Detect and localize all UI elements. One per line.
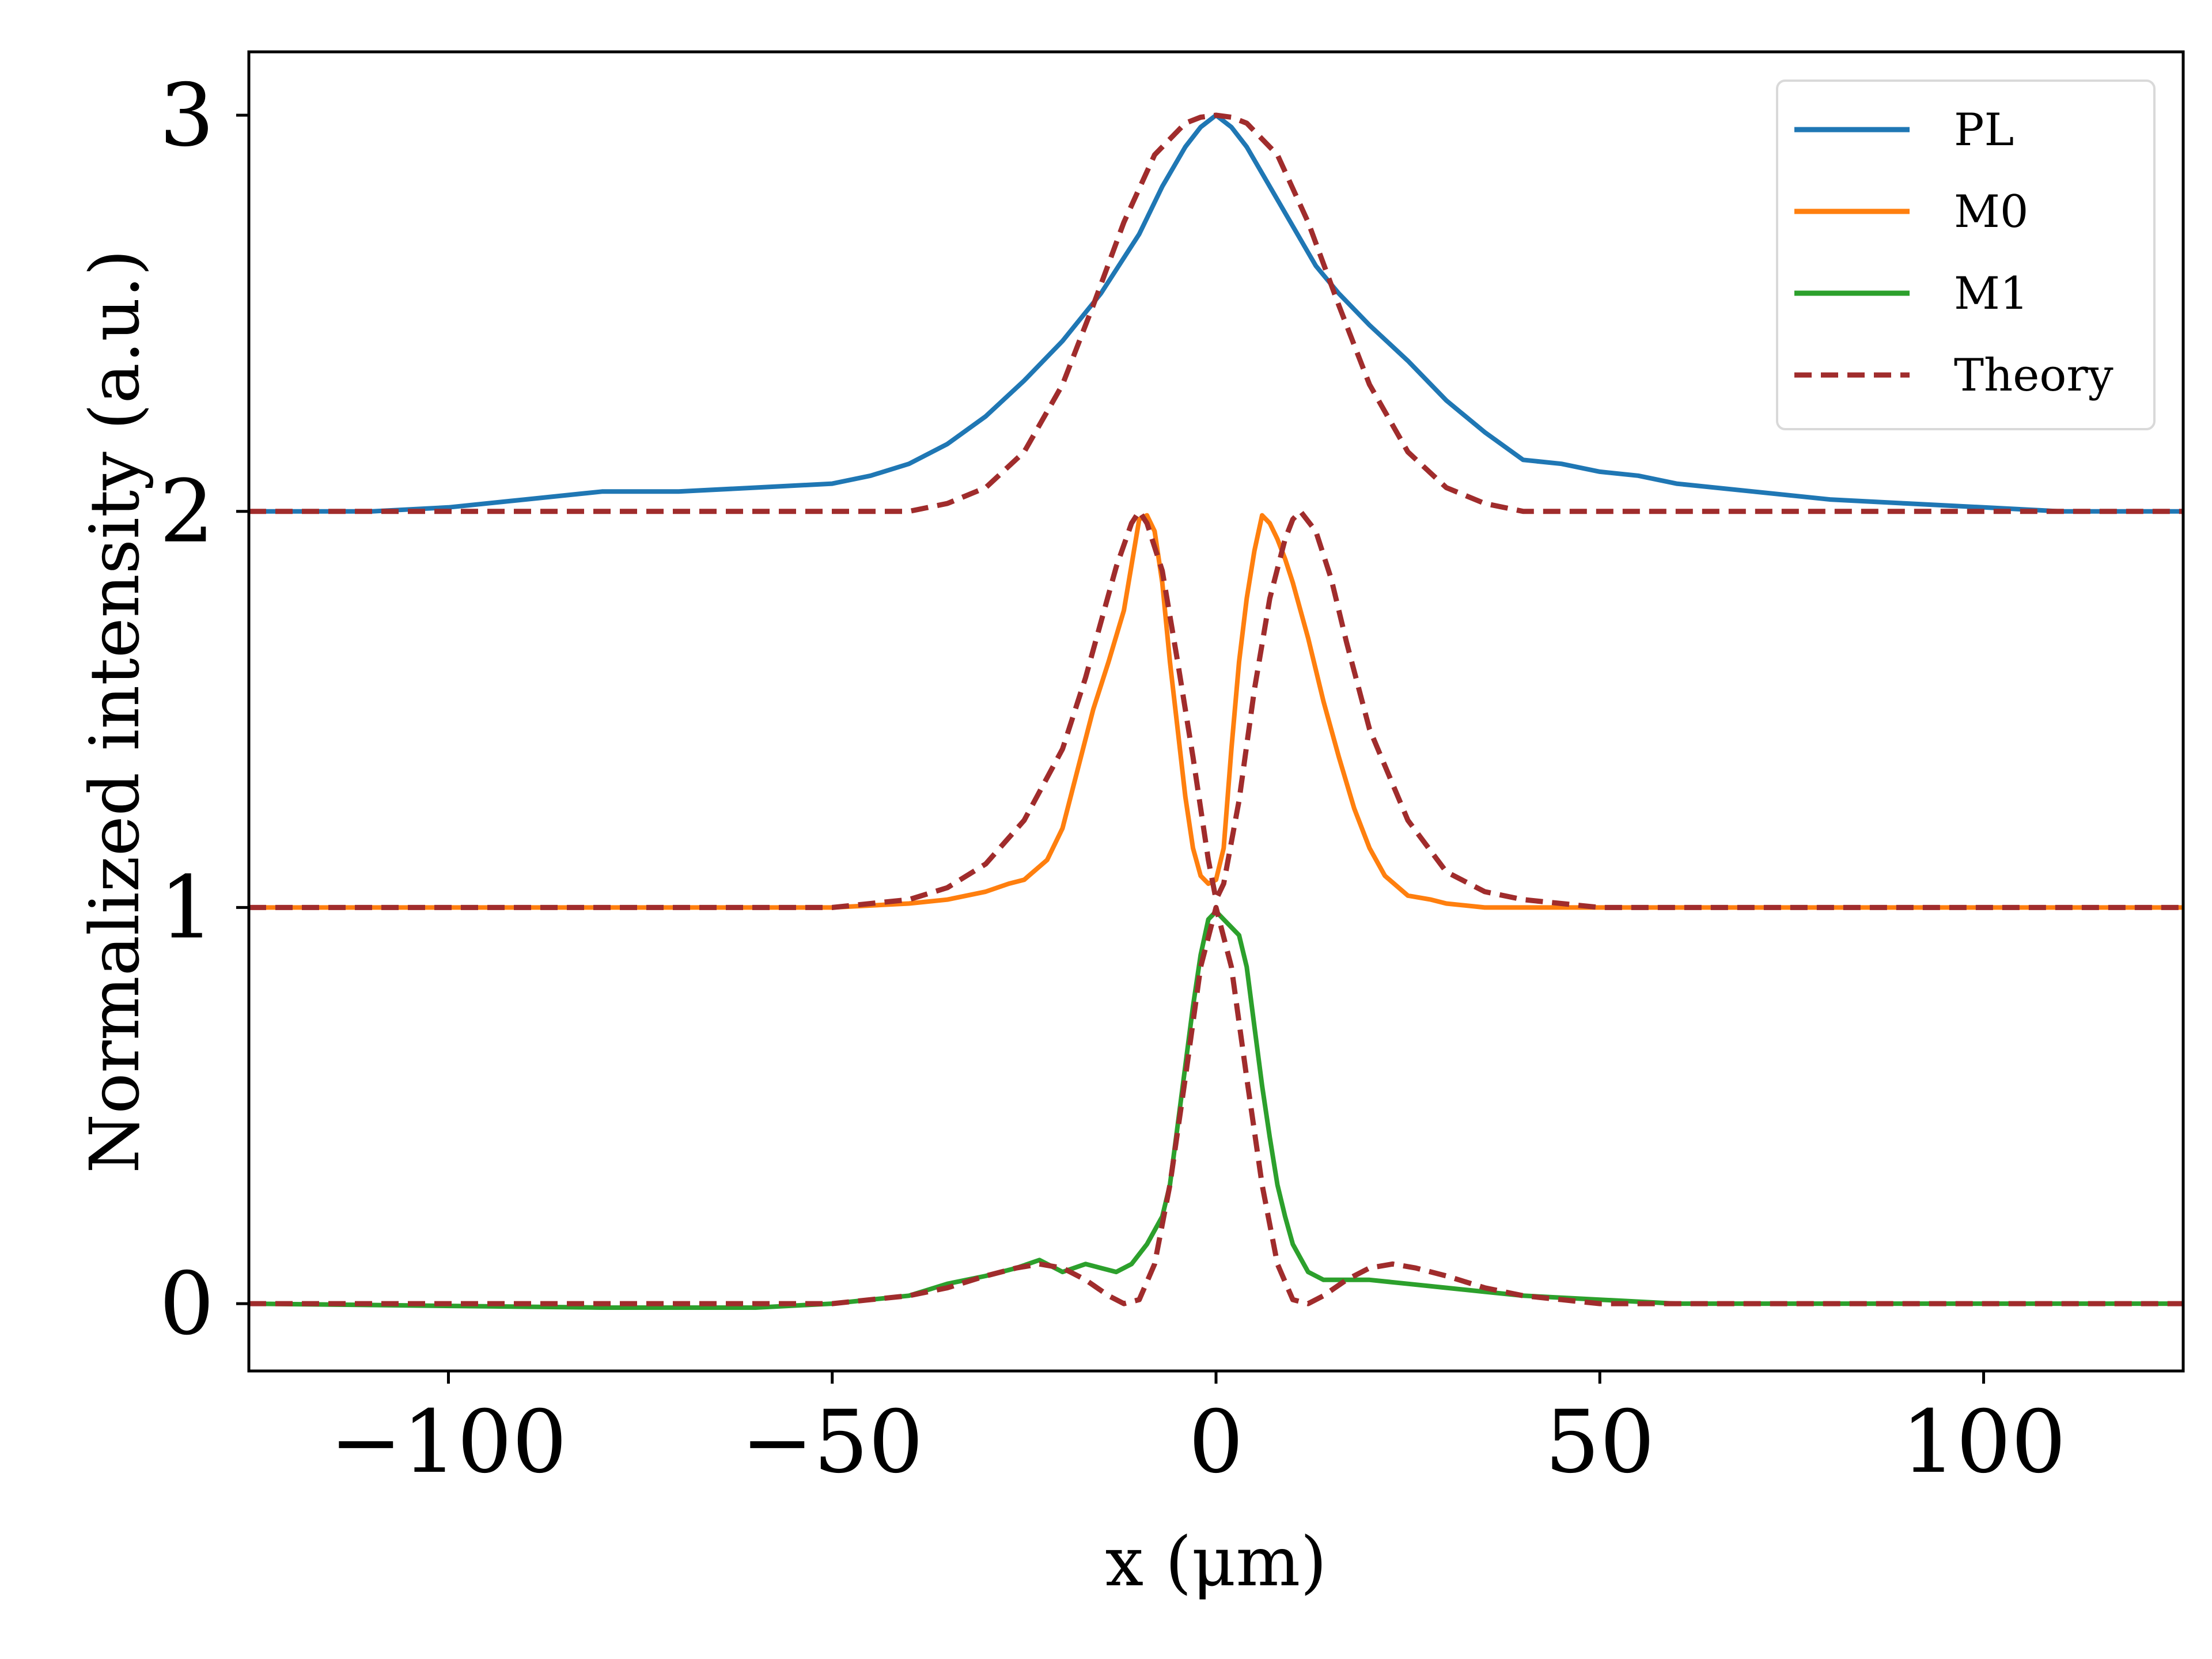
legend-label-m0: M0 [1954,186,2029,238]
y-tick-label: 2 [160,462,214,562]
x-tick-label: 100 [1901,1392,2066,1493]
legend-box [1776,79,2156,430]
y-tick-label: 0 [160,1254,214,1354]
x-axis-ticks: −100 −50 0 50 100 [329,1371,2066,1493]
series-theory-line-1 [249,112,2183,514]
x-tick-label: 50 [1545,1392,1655,1493]
y-axis-title: Normalized intensity (a.u.) [75,249,154,1173]
legend-label-m1: M1 [1954,268,2029,320]
x-tick-label: −50 [741,1392,923,1493]
y-axis-ticks: 0 1 2 3 [160,66,249,1354]
x-tick-label: 0 [1188,1392,1243,1493]
y-tick-label: 1 [160,858,214,958]
x-axis-title: x (μm) [1105,1522,1327,1601]
series-layer [249,112,2183,1310]
series-theory-line-3 [249,904,2183,1306]
x-tick-label: −100 [329,1392,567,1493]
legend: PL M0 M1 Theory [1776,79,2156,430]
y-tick-label: 3 [160,66,214,166]
legend-label-pl: PL [1954,104,2014,156]
legend-label-theory: Theory [1954,350,2113,402]
series-pl-line [249,113,2183,514]
